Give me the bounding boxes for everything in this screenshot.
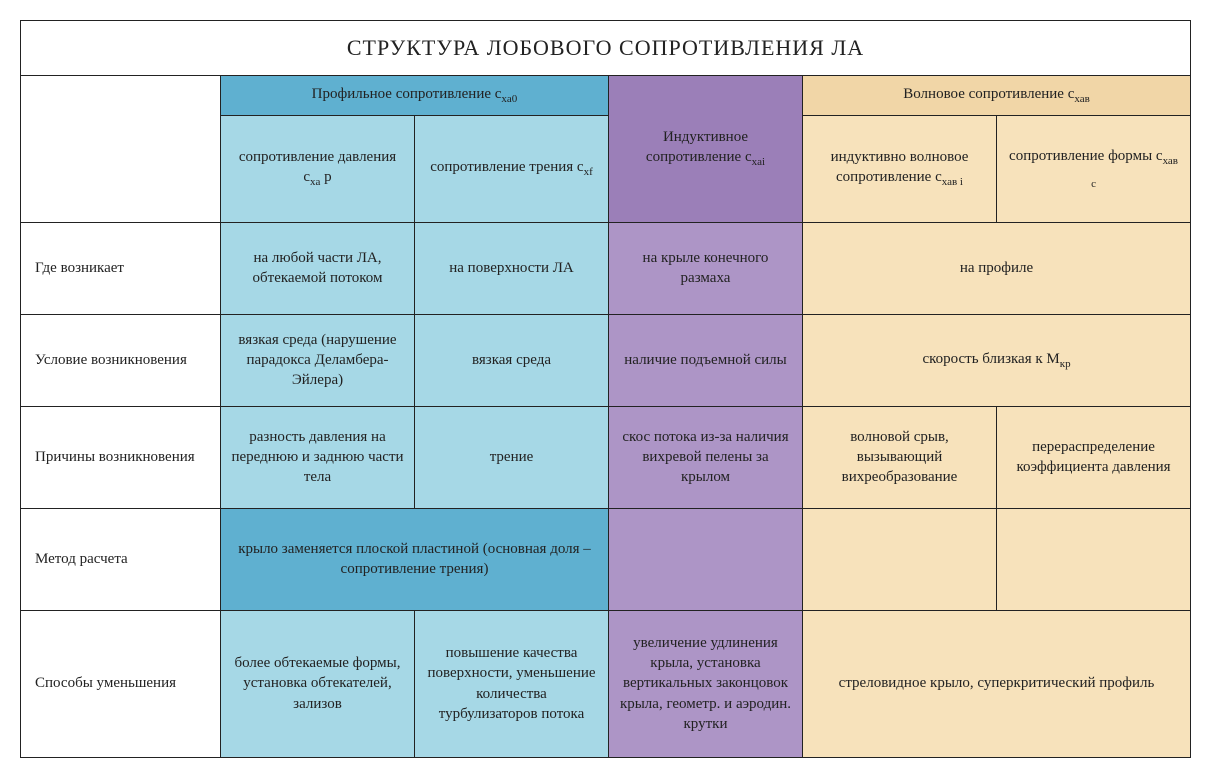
table-title: СТРУКТУРА ЛОБОВОГО СОПРОТИВЛЕНИЯ ЛА [21, 21, 1191, 76]
drag-structure-table: СТРУКТУРА ЛОБОВОГО СОПРОТИВЛЕНИЯ ЛА Проф… [20, 20, 1191, 758]
row-where-c1: на любой части ЛА, обтекаемой потоком [221, 222, 415, 314]
row-reduce-label: Способы уменьшения [21, 610, 221, 757]
row-calc-label: Метод расчета [21, 508, 221, 610]
row-where-label: Где возникает [21, 222, 221, 314]
header-indwave: индуктивно волновое сопротивление схав i [803, 115, 997, 222]
row-cond-c45: скорость близкая к Мкр [803, 314, 1191, 406]
row-cond-c45-text: скорость близкая к М [922, 351, 1059, 367]
row-calc-c4 [803, 508, 997, 610]
row-where-c3: на крыле конечного размаха [609, 222, 803, 314]
row-cause-c1: разность давления на переднюю и заднюю ч… [221, 406, 415, 508]
row-calc-c5 [997, 508, 1191, 610]
row-cond-c2: вязкая среда [415, 314, 609, 406]
row-where-c2: на поверхности ЛА [415, 222, 609, 314]
header-form: сопротивление формы схав с [997, 115, 1191, 222]
row-cause-c3: скос потока из-за наличия вихревой пелен… [609, 406, 803, 508]
row-reduce-c1: более обтекаемые формы, установка обтека… [221, 610, 415, 757]
row-cause-c4: волновой срыв, вызывающий вихреобразован… [803, 406, 997, 508]
row-cond-c3: наличие подъемной силы [609, 314, 803, 406]
row-reduce-c3: увеличение удлинения крыла, установка ве… [609, 610, 803, 757]
row-cause-c5: перераспределение коэффициента давления [997, 406, 1191, 508]
row-reduce-c45: стреловидное крыло, суперкритический про… [803, 610, 1191, 757]
header-pressure: сопротивление давления сxa p [221, 115, 415, 222]
row-where-c45: на профиле [803, 222, 1191, 314]
row-cond-label: Условие возникновения [21, 314, 221, 406]
row-cond-c45-sub: кр [1060, 358, 1071, 370]
row-cause-c2: трение [415, 406, 609, 508]
row-calc-c12: крыло заменяется плоской пластиной (осно… [221, 508, 609, 610]
header-friction: сопротивление трения сxf [415, 115, 609, 222]
row-cond-c1: вязкая среда (нарушение парадокса Деламб… [221, 314, 415, 406]
header-profile: Профильное сопротивление сxa0 [221, 75, 609, 115]
header-wave: Волновое сопротивление схав [803, 75, 1191, 115]
header-empty [21, 75, 221, 222]
header-inductive: Индуктивное сопротивление сxai [609, 75, 803, 222]
row-calc-c3 [609, 508, 803, 610]
row-cause-label: Причины возникновения [21, 406, 221, 508]
row-reduce-c2: повышение качества поверхности, уменьшен… [415, 610, 609, 757]
